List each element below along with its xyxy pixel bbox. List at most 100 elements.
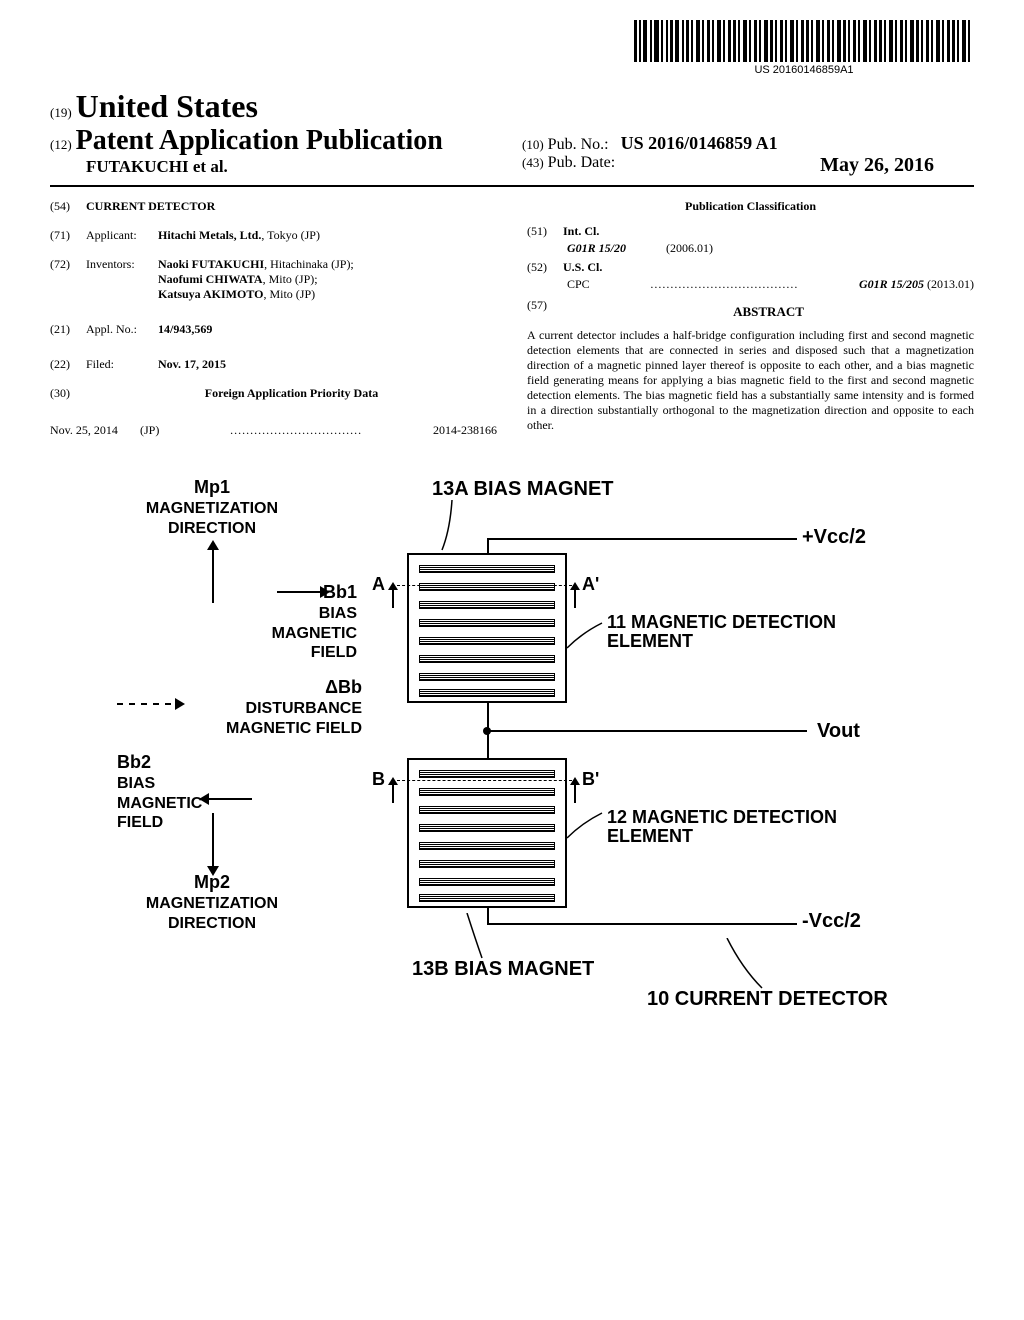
figure-area: Mp1 MAGNETIZATION DIRECTION Bb1 BIAS MAG…	[62, 478, 962, 1038]
cpc-date: (2013.01)	[927, 277, 974, 292]
applicant-label: Applicant:	[86, 228, 158, 243]
cpc-label: CPC	[567, 277, 590, 292]
B-prime-arrow	[574, 783, 576, 803]
priority-num: (30)	[50, 386, 86, 401]
circuit-box	[392, 548, 582, 938]
int-cl-code: G01R 15/20	[567, 241, 626, 256]
mp1-label: Mp1 MAGNETIZATION DIRECTION	[122, 478, 302, 537]
country-prefix: (19)	[50, 105, 72, 120]
applicant-row: (71) Applicant: Hitachi Metals, Ltd., To…	[50, 228, 497, 243]
barcode: US 20160146859A1	[634, 20, 974, 76]
bb1-arrow	[277, 591, 322, 593]
delta-bb-label: ΔBb DISTURBANCE MAGNETIC FIELD	[192, 678, 362, 737]
element-11	[407, 553, 567, 703]
B-label: B	[372, 770, 385, 790]
priority-country: (JP)	[140, 423, 159, 438]
doc-type-line: (12) Patent Application Publication	[50, 125, 502, 157]
pub-date-line: (43) Pub. Date: May 26, 2016	[522, 154, 974, 177]
appl-val: 14/943,569	[158, 322, 212, 336]
vcc-minus-line	[487, 923, 797, 925]
elem11-label: 11 MAGNETIC DETECTION ELEMENT	[607, 613, 836, 651]
lead-13a	[432, 500, 472, 555]
biblio-right: Publication Classification (51) Int. Cl.…	[527, 199, 974, 438]
us-cl-row: (52) U.S. Cl.	[527, 260, 974, 275]
inventors-val: Naoki FUTAKUCHI, Hitachinaka (JP); Naofu…	[158, 257, 497, 302]
int-cl-date: (2006.01)	[666, 241, 713, 256]
bb1-bias: BIAS MAGNETIC FIELD	[272, 605, 357, 662]
pub-no: US 2016/0146859 A1	[621, 133, 778, 153]
bb1-label: Bb1 BIAS MAGNETIC FIELD	[257, 583, 357, 662]
priority-title: Foreign Application Priority Data	[86, 386, 497, 401]
inventor3-loc: , Mito (JP)	[263, 287, 315, 301]
vout-label: Vout	[817, 720, 860, 742]
int-cl-label: Int. Cl.	[563, 224, 599, 238]
bb2-text: Bb2	[117, 752, 151, 772]
barcode-svg	[634, 20, 974, 62]
priority-date: Nov. 25, 2014	[50, 423, 140, 438]
vcc-plus-line	[487, 538, 797, 540]
authors: FUTAKUCHI et al.	[50, 157, 502, 177]
inventor2-loc: , Mito (JP);	[263, 272, 318, 286]
inventor1-loc: , Hitachinaka (JP);	[264, 257, 354, 271]
A-prime-label: A'	[582, 575, 599, 595]
inventor1: Naoki FUTAKUCHI	[158, 257, 264, 271]
mp1-arrow	[212, 548, 214, 603]
header-left: (12) Patent Application Publication FUTA…	[50, 125, 502, 177]
A-label: A	[372, 575, 385, 595]
barcode-section: US 20160146859A1	[50, 20, 974, 78]
vout-line	[487, 730, 807, 732]
applicant-val: Hitachi Metals, Ltd., Tokyo (JP)	[158, 228, 497, 243]
vcc-minus-label: -Vcc/2	[802, 910, 861, 932]
bb2-arrow	[207, 798, 252, 800]
pub-date-prefix: (43)	[522, 155, 544, 170]
bibliographic-section: (54) CURRENT DETECTOR (71) Applicant: Hi…	[50, 199, 974, 438]
inventor3: Katsuya AKIMOTO	[158, 287, 263, 301]
mp1-magdir: MAGNETIZATION DIRECTION	[146, 500, 278, 537]
us-cl-label: U.S. Cl.	[563, 260, 602, 274]
bias-magnet-13b-label: 13B BIAS MAGNET	[412, 958, 594, 980]
int-cl-code-line: G01R 15/20 (2006.01)	[527, 241, 974, 256]
priority-row: (30) Foreign Application Priority Data	[50, 386, 497, 409]
delta-bb-text: ΔBb	[325, 677, 362, 697]
barcode-number: US 20160146859A1	[634, 64, 974, 76]
B-arrow	[392, 783, 394, 803]
bb2-label: Bb2 BIAS MAGNETIC FIELD	[117, 753, 237, 832]
lead-10	[722, 938, 782, 993]
A-arrow	[392, 588, 394, 608]
pub-date: May 26, 2016	[820, 154, 934, 177]
A-dashed-line	[397, 585, 572, 586]
abstract-num: (57)	[527, 298, 563, 313]
mp2-magdir: MAGNETIZATION DIRECTION	[146, 895, 278, 932]
inventors-label: Inventors:	[86, 257, 158, 272]
applicant-loc: , Tokyo (JP)	[261, 228, 320, 242]
disturbance-text: DISTURBANCE MAGNETIC FIELD	[226, 700, 362, 737]
mp2-arrow	[212, 813, 214, 868]
inventor2: Naofumi CHIWATA	[158, 272, 263, 286]
bias-magnet-13a-label: 13A BIAS MAGNET	[432, 478, 614, 500]
elem12-label: 12 MAGNETIC DETECTION ELEMENT	[607, 808, 837, 846]
int-cl-row: (51) Int. Cl.	[527, 224, 974, 239]
filed-num: (22)	[50, 357, 86, 372]
priority-dots: .................................	[159, 423, 433, 438]
int-cl-num: (51)	[527, 224, 563, 239]
mp2-label: Mp2 MAGNETIZATION DIRECTION	[122, 873, 302, 932]
pub-no-line: (10) Pub. No.: US 2016/0146859 A1	[522, 133, 974, 154]
priority-line: Nov. 25, 2014 (JP) .....................…	[50, 423, 497, 438]
appl-row: (21) Appl. No.: 14/943,569	[50, 322, 497, 337]
bb2-bias: BIAS MAGNETIC FIELD	[117, 775, 202, 832]
disturbance-arrow	[117, 703, 177, 705]
pub-no-prefix: (10)	[522, 137, 544, 152]
applicant-num: (71)	[50, 228, 86, 243]
priority-val: 2014-238166	[433, 423, 497, 438]
country-name: United States	[76, 88, 258, 124]
us-cl-num: (52)	[527, 260, 563, 275]
vcc-minus-vline	[487, 908, 489, 923]
title-row: (54) CURRENT DETECTOR	[50, 199, 497, 214]
doc-type: Patent Application Publication	[76, 125, 443, 156]
classification-title: Publication Classification	[527, 199, 974, 214]
appl-num: (21)	[50, 322, 86, 337]
B-dashed-line	[397, 780, 572, 781]
doc-type-prefix: (12)	[50, 137, 72, 152]
title-num: (54)	[50, 199, 86, 214]
country-line: (19) United States	[50, 88, 974, 125]
